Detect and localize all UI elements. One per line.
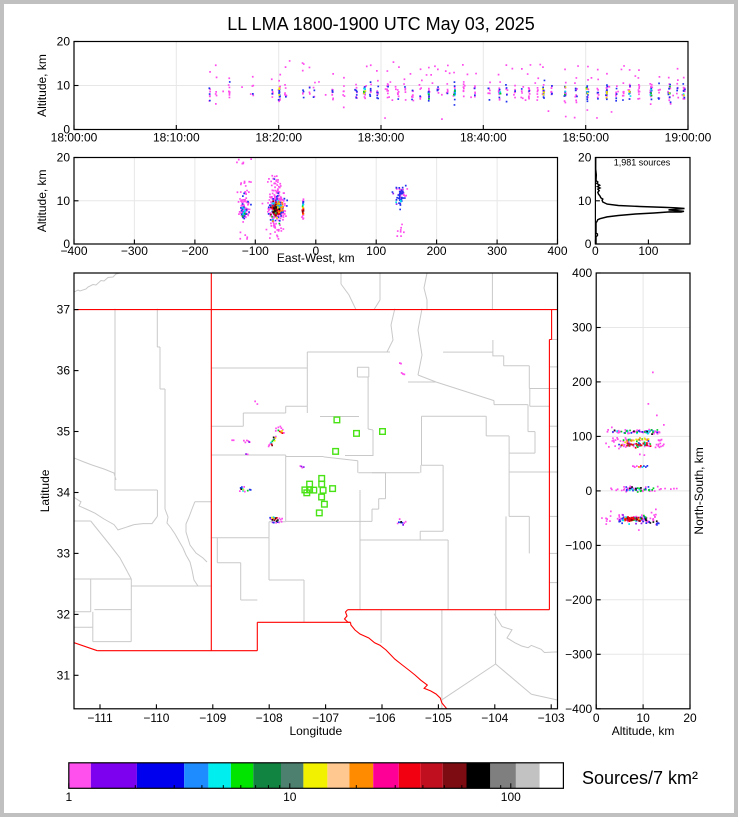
svg-text:0: 0: [63, 237, 70, 251]
svg-text:−400: −400: [60, 244, 87, 258]
svg-text:LL LMA 1800-1900 UTC May 03, 2: LL LMA 1800-1900 UTC May 03, 2025: [227, 14, 535, 34]
svg-text:1,981 sources: 1,981 sources: [614, 158, 671, 168]
svg-text:−200: −200: [181, 244, 208, 258]
svg-text:32: 32: [57, 607, 71, 621]
svg-text:100: 100: [366, 244, 386, 258]
svg-text:20: 20: [683, 711, 697, 725]
svg-text:−106: −106: [368, 711, 395, 725]
svg-text:300: 300: [572, 321, 592, 335]
svg-text:200: 200: [427, 244, 447, 258]
svg-text:10: 10: [636, 711, 650, 725]
svg-text:−300: −300: [121, 244, 148, 258]
svg-text:20: 20: [578, 151, 592, 165]
svg-text:10: 10: [283, 790, 297, 804]
svg-text:34: 34: [57, 486, 71, 500]
svg-text:400: 400: [547, 244, 567, 258]
svg-text:−110: −110: [143, 711, 169, 725]
svg-text:31: 31: [57, 668, 71, 682]
svg-text:North-South, km: North-South, km: [692, 447, 706, 534]
svg-text:33: 33: [57, 546, 71, 560]
svg-text:0: 0: [63, 123, 70, 137]
svg-text:400: 400: [572, 266, 592, 280]
svg-text:−100: −100: [242, 244, 269, 258]
svg-text:300: 300: [487, 244, 507, 258]
svg-text:18:40:00: 18:40:00: [460, 131, 507, 145]
svg-text:−107: −107: [312, 711, 339, 725]
svg-text:18:20:00: 18:20:00: [255, 131, 302, 145]
svg-text:0: 0: [593, 711, 600, 725]
svg-text:10: 10: [57, 194, 71, 208]
svg-text:Sources/7 km²: Sources/7 km²: [582, 768, 698, 788]
svg-text:37: 37: [57, 303, 71, 317]
svg-text:100: 100: [501, 790, 521, 804]
svg-text:1: 1: [65, 790, 72, 804]
svg-text:Altitude, km: Altitude, km: [35, 54, 49, 117]
svg-text:0: 0: [585, 237, 592, 251]
svg-text:20: 20: [57, 151, 71, 165]
svg-text:−108: −108: [256, 711, 283, 725]
svg-text:200: 200: [572, 375, 592, 389]
svg-text:−105: −105: [425, 711, 452, 725]
svg-text:18:50:00: 18:50:00: [562, 131, 609, 145]
svg-text:0: 0: [312, 244, 319, 258]
svg-text:100: 100: [638, 244, 658, 258]
svg-text:−111: −111: [87, 711, 113, 725]
svg-text:East-West, km: East-West, km: [277, 251, 355, 265]
svg-text:Latitude: Latitude: [38, 469, 52, 512]
svg-text:−100: −100: [565, 538, 592, 552]
svg-text:20: 20: [57, 35, 71, 49]
svg-text:100: 100: [572, 429, 592, 443]
svg-text:Altitude, km: Altitude, km: [612, 724, 675, 738]
svg-text:18:10:00: 18:10:00: [153, 131, 200, 145]
svg-text:Altitude, km: Altitude, km: [35, 169, 49, 232]
svg-text:18:00:00: 18:00:00: [51, 131, 98, 145]
svg-text:35: 35: [57, 425, 71, 439]
svg-text:−200: −200: [565, 593, 592, 607]
svg-text:−109: −109: [199, 711, 226, 725]
svg-text:−103: −103: [538, 711, 565, 725]
svg-text:−400: −400: [565, 702, 592, 716]
svg-text:10: 10: [578, 194, 592, 208]
svg-text:Longitude: Longitude: [289, 724, 342, 738]
svg-text:10: 10: [57, 79, 71, 93]
svg-text:19:00:00: 19:00:00: [665, 131, 712, 145]
svg-text:0: 0: [586, 484, 593, 498]
svg-text:−104: −104: [481, 711, 508, 725]
svg-text:0: 0: [592, 244, 599, 258]
svg-text:18:30:00: 18:30:00: [358, 131, 405, 145]
svg-text:−300: −300: [565, 647, 592, 661]
svg-text:36: 36: [57, 364, 71, 378]
